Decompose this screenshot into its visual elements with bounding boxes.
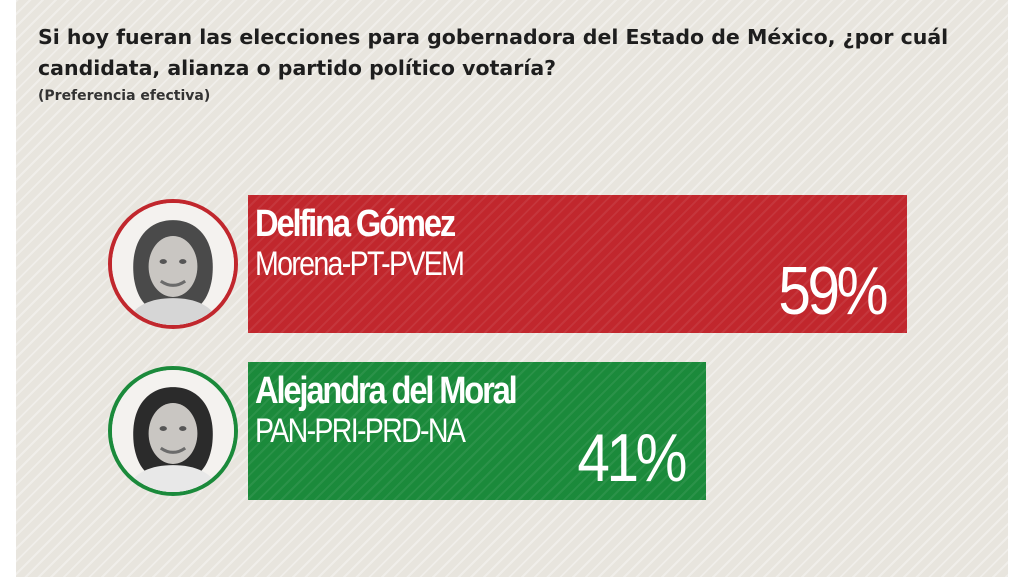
candidate-photo-1 (108, 199, 238, 329)
woman-portrait-icon (112, 370, 234, 492)
chart-panel: Si hoy fueran las elecciones para gobern… (16, 0, 1008, 577)
chart-subtitle: (Preferencia efectiva) (38, 88, 211, 104)
chart-title: Si hoy fueran las elecciones para gobern… (38, 25, 949, 80)
bar-label-name: Delfina Gómez (255, 203, 456, 245)
candidate-photo-2 (108, 366, 238, 496)
bar-label-party: Morena-PT-PVEM (255, 245, 465, 283)
bar-2: Alejandra del Moral PAN-PRI-PRD-NA 41% (248, 362, 706, 500)
bar-label-party: PAN-PRI-PRD-NA (255, 412, 466, 450)
bar-label-name: Alejandra del Moral (255, 370, 518, 412)
woman-portrait-icon (112, 203, 234, 325)
data-label-value: 59% (778, 253, 888, 329)
data-label-value: 41% (577, 420, 687, 496)
bar-1: Delfina Gómez Morena-PT-PVEM 59% (248, 195, 907, 333)
